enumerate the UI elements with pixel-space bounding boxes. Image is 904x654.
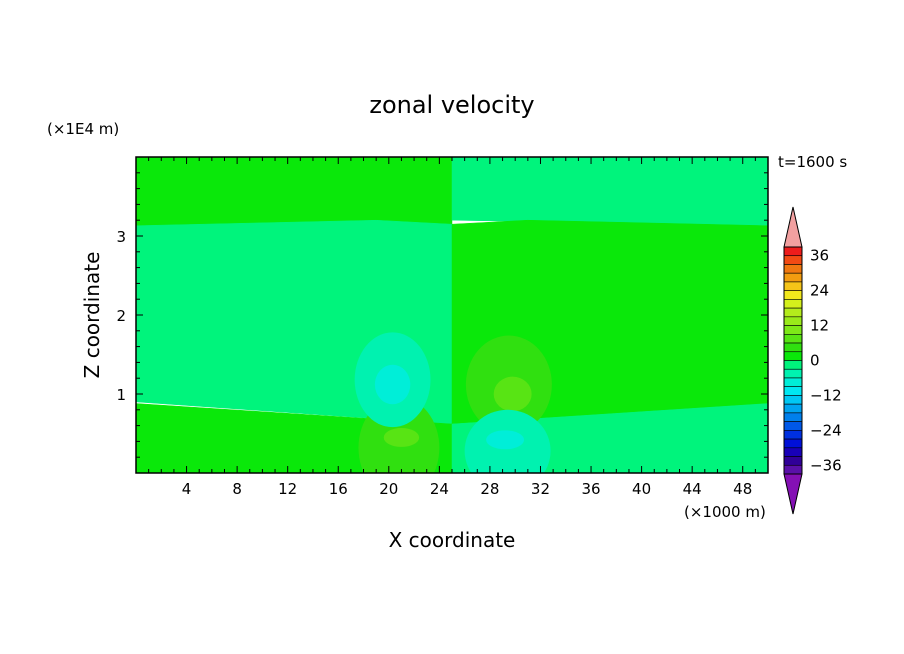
- y-unit-label: (×1E4 m): [47, 120, 119, 138]
- x-tick-label: 24: [430, 480, 449, 498]
- colorbar-swatch: [783, 395, 803, 405]
- colorbar-swatch: [783, 351, 803, 361]
- colorbar-swatch: [783, 377, 803, 387]
- colorbar-swatch: [783, 316, 803, 326]
- colorbar-extend-bottom: [783, 473, 803, 515]
- x-axis-label: X coordinate: [389, 528, 516, 552]
- colorbar-label: 24: [810, 282, 829, 300]
- y-axis-label: Z coordinate: [80, 252, 104, 379]
- x-tick-label: 4: [182, 480, 192, 498]
- y-tick-label: 2: [116, 307, 126, 325]
- colorbar-swatch: [783, 412, 803, 422]
- x-tick-label: 8: [232, 480, 242, 498]
- colorbar-swatch: [783, 272, 803, 283]
- colorbar-label: −36: [810, 456, 842, 474]
- colorbar-swatch: [783, 307, 803, 318]
- colorbar-label: 12: [810, 317, 829, 335]
- x-tick-label: 40: [632, 480, 651, 498]
- colorbar-label: 0: [810, 352, 820, 370]
- x-tick-label: 32: [531, 480, 550, 498]
- colorbar-swatch: [783, 456, 803, 466]
- contour-feature-positive-core-mid-right: [493, 376, 532, 412]
- colorbar-label: −24: [810, 421, 842, 439]
- colorbar-extend-top: [783, 206, 803, 248]
- x-unit-label: (×1000 m): [684, 503, 766, 521]
- y-tick-label: 3: [116, 228, 126, 246]
- contour-region-upper-right-band: [451, 157, 768, 226]
- colorbar-swatch: [783, 290, 803, 300]
- colorbar-swatch: [783, 421, 803, 431]
- x-tick-label: 20: [379, 480, 398, 498]
- time-label: t=1600 s: [778, 153, 847, 171]
- contour-feature-negative-core-low-right: [486, 430, 525, 450]
- colorbar-swatch: [783, 342, 803, 353]
- colorbar-swatch: [783, 438, 803, 449]
- chart-title: zonal velocity: [369, 91, 534, 119]
- colorbar-swatch: [783, 464, 803, 475]
- colorbar-swatch: [783, 447, 803, 457]
- x-tick-label: 44: [683, 480, 702, 498]
- x-tick-label: 28: [480, 480, 499, 498]
- contour-feature-positive-core-low-left: [383, 427, 420, 447]
- colorbar-swatch: [783, 255, 803, 265]
- colorbar-swatch: [783, 325, 803, 335]
- colorbar-swatch: [783, 386, 803, 396]
- colorbar-label: −12: [810, 386, 842, 404]
- colorbar-swatch: [783, 430, 803, 440]
- contour-feature-negative-core-mid-left: [374, 364, 411, 405]
- colorbar-swatch: [783, 246, 803, 257]
- x-tick-label: 12: [278, 480, 297, 498]
- x-tick-label: 16: [329, 480, 348, 498]
- colorbar-swatch: [783, 281, 803, 291]
- contour-fill: [136, 157, 768, 473]
- y-axis-ticks: 1 2 3: [116, 172, 768, 458]
- colorbar-swatch: [783, 264, 803, 274]
- x-axis-ticks: 4 8 12 16 20 24 28 32 36 40 44 48: [148, 157, 756, 498]
- colorbar: 36 24 12 0 −12 −24 −36: [783, 206, 842, 515]
- colorbar-swatch: [783, 334, 803, 344]
- colorbar-swatch: [783, 403, 803, 414]
- x-tick-label: 36: [581, 480, 600, 498]
- colorbar-swatch: [783, 299, 803, 309]
- colorbar-swatch: [783, 368, 803, 379]
- colorbar-label: 36: [810, 247, 829, 265]
- colorbar-frame: [783, 246, 803, 475]
- contour-region-upper-left-band: [136, 157, 453, 226]
- x-tick-label: 48: [733, 480, 752, 498]
- colorbar-swatch: [783, 360, 803, 370]
- y-tick-label: 1: [116, 386, 126, 404]
